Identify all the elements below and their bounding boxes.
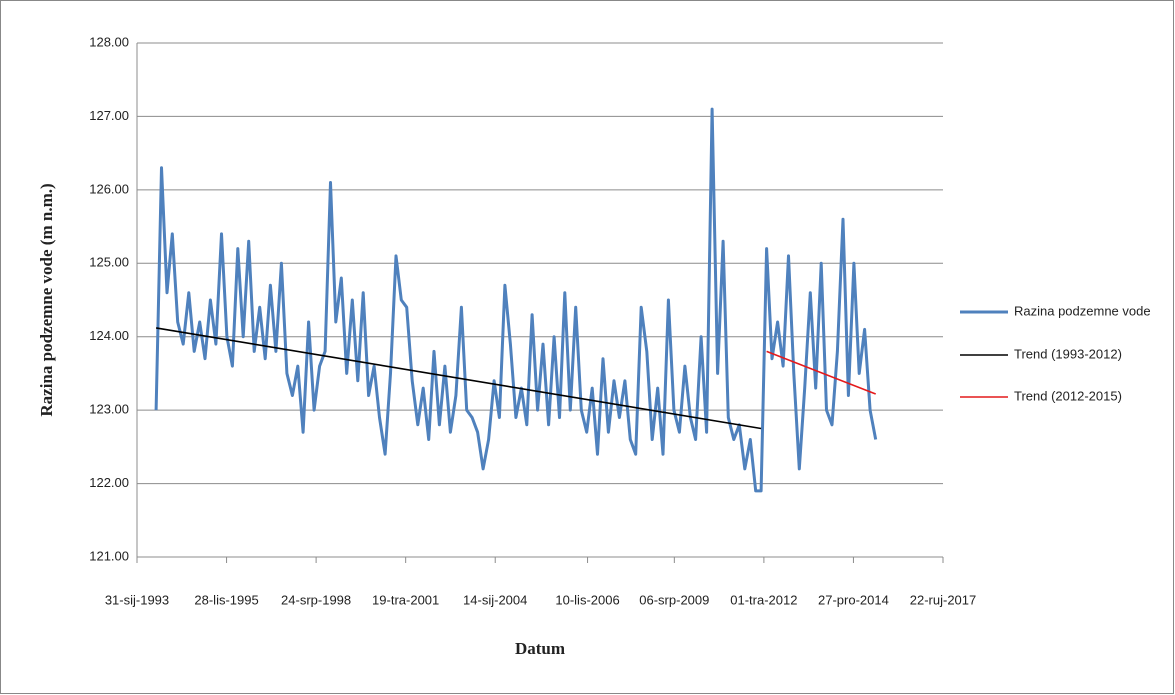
x-tick-label: 14-sij-2004	[463, 592, 527, 607]
x-axis-title: Datum	[515, 639, 565, 658]
legend-label: Trend (2012-2015)	[1014, 388, 1122, 403]
x-tick-label: 10-lis-2006	[555, 592, 619, 607]
x-tick-label: 01-tra-2012	[730, 592, 797, 607]
series-line	[154, 107, 878, 493]
y-tick-label: 124.00	[89, 328, 129, 343]
y-axis-title: Razina podzemne vode (m n.m.)	[37, 183, 56, 416]
legend-label: Trend (1993-2012)	[1014, 346, 1122, 361]
y-tick-label: 128.00	[89, 34, 129, 49]
x-tick-label: 19-tra-2001	[372, 592, 439, 607]
y-tick-label: 121.00	[89, 548, 129, 563]
y-tick-label: 123.00	[89, 402, 129, 417]
legend-label: Razina podzemne vode	[1014, 303, 1151, 318]
x-tick-label: 24-srp-1998	[281, 592, 351, 607]
y-tick-label: 122.00	[89, 475, 129, 490]
y-tick-label: 126.00	[89, 181, 129, 196]
x-tick-label: 22-ruj-2017	[910, 592, 977, 607]
series-line	[766, 350, 876, 395]
x-tick-label: 06-srp-2009	[639, 592, 709, 607]
x-tick-label: 28-lis-1995	[194, 592, 258, 607]
series-line	[155, 327, 762, 430]
y-tick-label: 125.00	[89, 255, 129, 270]
x-tick-label: 27-pro-2014	[818, 592, 889, 607]
x-tick-label: 31-sij-1993	[105, 592, 169, 607]
y-tick-label: 127.00	[89, 108, 129, 123]
